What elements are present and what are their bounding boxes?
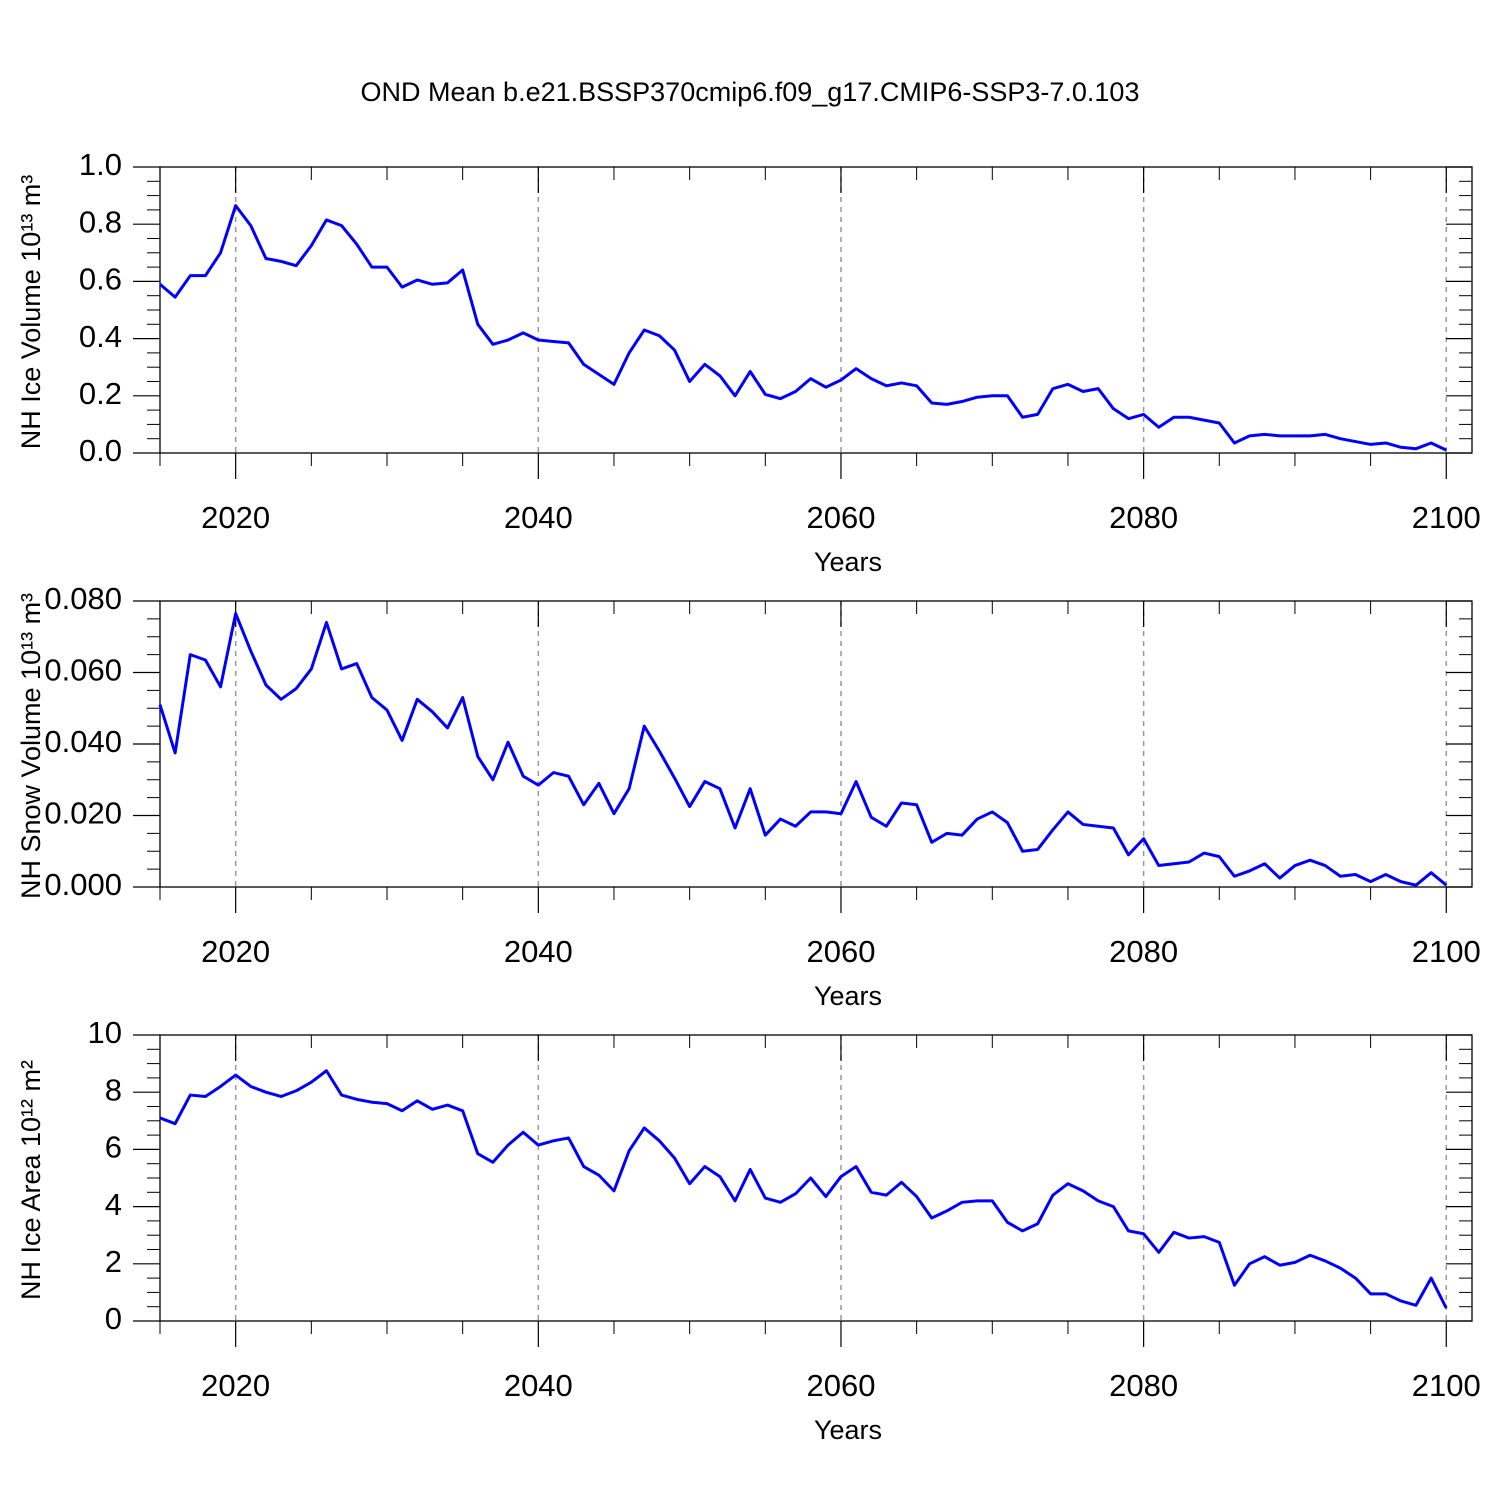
y-axis-label: NH Snow Volume 10¹³ m³	[16, 593, 46, 899]
data-line	[159, 1069, 1448, 1309]
y-tick-label: 6	[105, 1130, 122, 1165]
x-tick-label: 2100	[1412, 500, 1481, 535]
plot-frame	[159, 166, 1473, 454]
y-tick-label: 0	[105, 1301, 122, 1336]
y-tick-label: 1.0	[79, 147, 122, 182]
y-tick-label: 0.000	[44, 867, 122, 902]
x-tick-label: 2020	[201, 1368, 270, 1403]
y-tick-label: 0.020	[44, 796, 122, 831]
x-tick-label: 2060	[806, 500, 875, 535]
y-tick-label: 4	[105, 1187, 122, 1222]
x-tick-label: 2080	[1109, 934, 1178, 969]
x-tick-label: 2080	[1109, 1368, 1178, 1403]
x-tick-label: 2080	[1109, 500, 1178, 535]
y-tick-label: 0.040	[44, 724, 122, 759]
y-tick-label: 0.6	[79, 262, 122, 297]
x-tick-label: 2040	[504, 500, 573, 535]
y-tick-label: 0.080	[44, 581, 122, 616]
y-tick-label: 0.8	[79, 204, 122, 239]
y-tick-label: 2	[105, 1244, 122, 1279]
y-tick-label: 8	[105, 1072, 122, 1107]
x-tick-label: 2060	[806, 1368, 875, 1403]
x-tick-label: 2100	[1412, 934, 1481, 969]
y-tick-label: 0.0	[79, 433, 122, 468]
y-tick-label: 0.4	[79, 319, 122, 354]
chart-title: OND Mean b.e21.BSSP370cmip6.f09_g17.CMIP…	[361, 77, 1140, 107]
x-tick-label: 2020	[201, 500, 270, 535]
data-line	[159, 204, 1447, 452]
plot-frame	[159, 1034, 1473, 1322]
x-tick-label: 2060	[806, 934, 875, 969]
y-tick-label: 0.060	[44, 653, 122, 688]
x-axis-label: Years	[814, 1415, 882, 1445]
y-tick-label: 0.2	[79, 376, 122, 411]
x-tick-label: 2100	[1412, 1368, 1481, 1403]
plot-frame	[159, 600, 1473, 888]
x-tick-label: 2020	[201, 934, 270, 969]
x-tick-label: 2040	[504, 934, 573, 969]
x-tick-label: 2040	[504, 1368, 573, 1403]
x-axis-label: Years	[814, 981, 882, 1011]
y-tick-label: 10	[88, 1015, 122, 1050]
y-axis-label: NH Ice Area 10¹² m²	[16, 1060, 46, 1300]
x-axis-label: Years	[814, 547, 882, 577]
data-line	[158, 612, 1448, 887]
y-axis-label: NH Ice Volume 10¹³ m³	[16, 175, 46, 450]
